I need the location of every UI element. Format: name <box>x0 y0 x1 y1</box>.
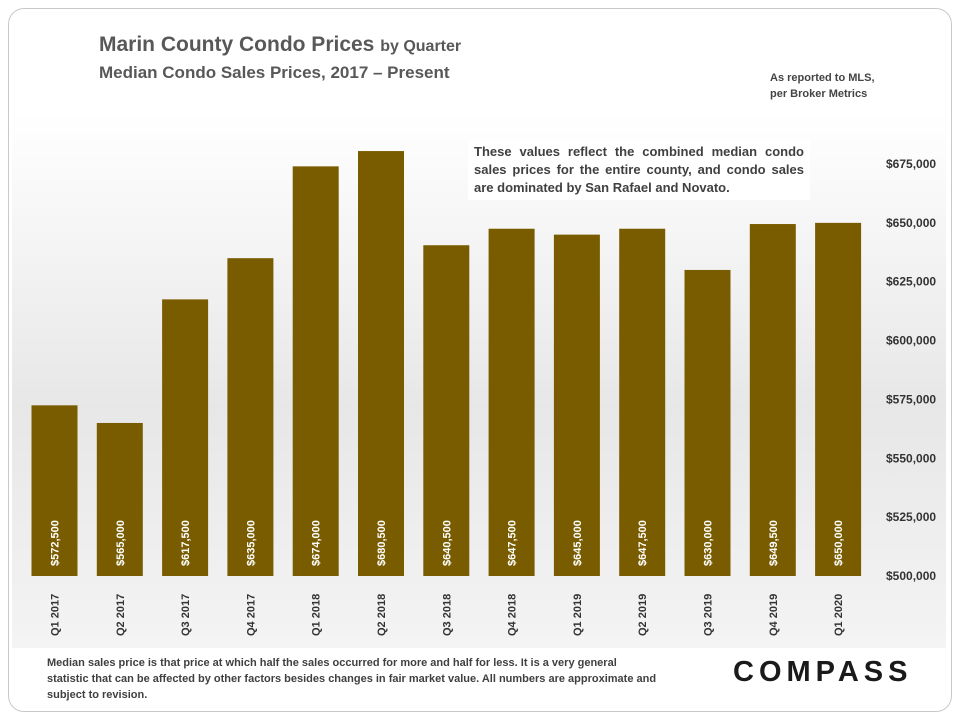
bar <box>488 228 535 576</box>
compass-logo: COMPASS <box>733 656 913 688</box>
bar <box>553 234 600 576</box>
y-tick-label: $525,000 <box>886 510 936 524</box>
data-label: $572,500 <box>50 520 62 566</box>
bar <box>749 224 796 576</box>
x-tick-label: Q3 2019 <box>703 594 715 636</box>
x-tick-label: Q1 2018 <box>311 594 323 636</box>
y-tick-label: $650,000 <box>886 216 936 230</box>
bar <box>162 299 209 576</box>
bar <box>96 422 143 576</box>
y-tick-label: $600,000 <box>886 334 936 348</box>
x-tick-label: Q4 2018 <box>507 594 519 636</box>
source-note: As reported to MLS, per Broker Metrics <box>770 70 875 102</box>
x-tick-label: Q1 2020 <box>833 594 845 636</box>
data-label: $649,500 <box>768 520 780 566</box>
data-label: $680,500 <box>376 520 388 566</box>
chart-subtitle: Median Condo Sales Prices, 2017 – Presen… <box>99 63 450 82</box>
data-label: $640,500 <box>441 520 453 566</box>
x-tick-label: Q3 2017 <box>180 594 192 636</box>
source-note-line2: per Broker Metrics <box>770 88 868 100</box>
chart-title: Marin County Condo Prices by Quarter <box>99 33 461 57</box>
x-tick-label: Q2 2019 <box>637 594 649 636</box>
chart-title-main: Marin County Condo Prices <box>99 33 375 56</box>
bar <box>358 151 404 576</box>
bar <box>423 245 470 577</box>
bar <box>619 228 666 576</box>
y-tick-label: $675,000 <box>886 157 936 171</box>
data-label: $674,000 <box>311 520 323 566</box>
data-label: $630,000 <box>703 520 715 566</box>
data-label: $635,000 <box>245 520 257 566</box>
x-tick-label: Q3 2018 <box>441 594 453 636</box>
footnote: Median sales price is that price at whic… <box>47 657 657 701</box>
x-tick-label: Q2 2017 <box>115 594 127 636</box>
x-tick-label: Q1 2019 <box>572 594 584 636</box>
y-tick-label: $550,000 <box>886 451 936 465</box>
y-tick-label: $500,000 <box>886 569 936 583</box>
y-tick-label: $575,000 <box>886 392 936 406</box>
chart-annotation: These values reflect the combined median… <box>468 140 810 200</box>
data-label: $565,000 <box>115 520 127 566</box>
chart-title-suffix: by Quarter <box>380 38 462 55</box>
data-label: $647,500 <box>507 520 519 566</box>
data-label: $647,500 <box>637 520 649 566</box>
x-tick-label: Q4 2017 <box>245 594 257 636</box>
x-tick-label: Q4 2019 <box>768 594 780 636</box>
x-tick-label: Q1 2017 <box>50 594 62 636</box>
bar <box>684 269 731 576</box>
y-tick-label: $625,000 <box>886 275 936 289</box>
bar <box>292 166 339 576</box>
x-tick-label: Q2 2018 <box>376 594 388 636</box>
data-label: $617,500 <box>180 520 192 566</box>
bar <box>815 222 862 576</box>
source-note-line1: As reported to MLS, <box>770 72 875 84</box>
data-label: $645,000 <box>572 520 584 566</box>
bar <box>31 405 78 576</box>
data-label: $650,000 <box>833 520 845 566</box>
bar <box>227 258 274 576</box>
